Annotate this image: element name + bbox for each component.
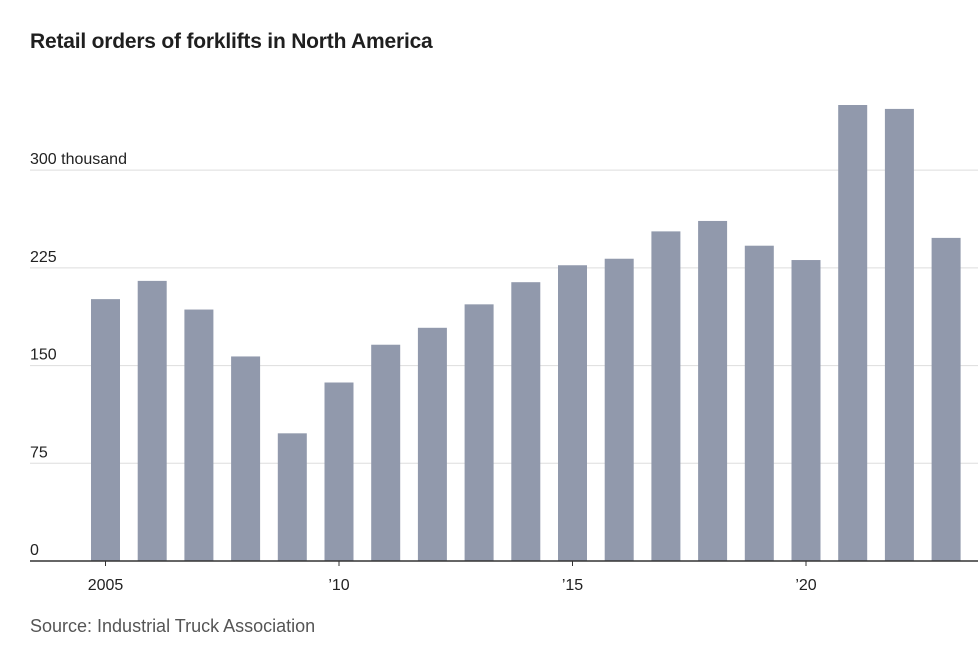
bar-2014 [511, 282, 541, 561]
y-tick-label: 225 [30, 249, 57, 266]
bar-2008 [231, 356, 261, 561]
x-tick-label: ’20 [795, 577, 816, 594]
bar-2017 [651, 231, 681, 561]
bar-2013 [464, 304, 494, 561]
bar-2020 [791, 260, 821, 561]
bar-2018 [698, 220, 728, 561]
y-tick-label: 75 [30, 444, 48, 461]
source-note: Source: Industrial Truck Association [30, 616, 316, 636]
bar-2007 [184, 309, 214, 561]
bar-2022 [884, 108, 914, 561]
bar-2016 [604, 258, 634, 561]
bar-2023 [931, 237, 961, 562]
y-tick-label: 150 [30, 347, 57, 364]
bar-2015 [558, 265, 587, 561]
bar-2009 [277, 433, 307, 561]
x-tick-label: ’15 [562, 577, 583, 594]
y-axis-tick-labels: 0 75 150 225 300 thousand [30, 151, 127, 559]
x-tick-label: 2005 [88, 577, 124, 594]
bar-2005 [91, 299, 120, 561]
x-tick-label: ’10 [328, 577, 349, 594]
y-tick-label: 300 thousand [30, 151, 127, 168]
bar-2006 [137, 280, 167, 561]
x-axis-tick-labels: 2005 ’10 ’15 ’20 [88, 561, 817, 594]
bar-2021 [838, 105, 868, 561]
bar-2012 [417, 327, 447, 561]
bar-2010 [324, 382, 354, 561]
bars [91, 105, 961, 562]
bar-2019 [744, 245, 774, 562]
y-tick-label: 0 [30, 542, 39, 559]
chart-title: Retail orders of forklifts in North Amer… [30, 30, 433, 53]
gridlines [30, 169, 978, 464]
bar-2011 [371, 344, 401, 561]
